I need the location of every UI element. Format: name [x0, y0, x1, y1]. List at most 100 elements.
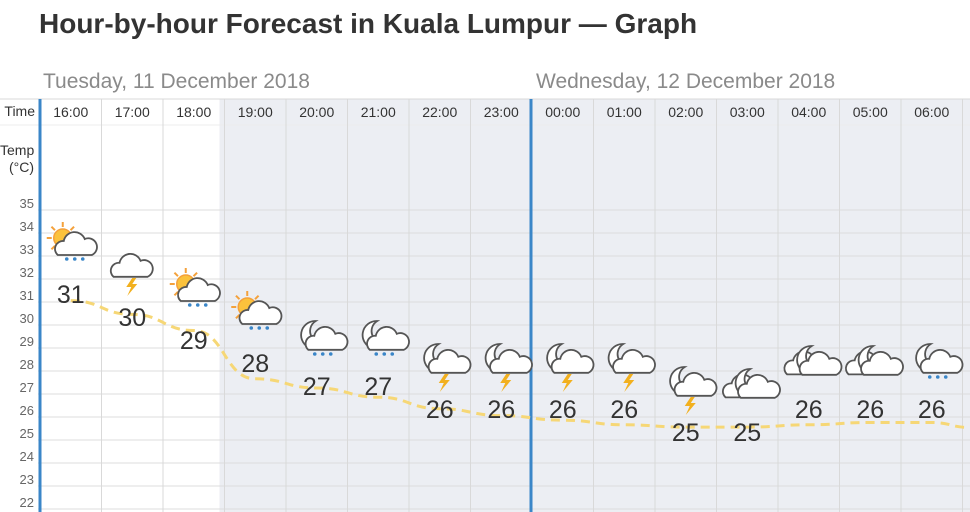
temperature-trend-line [70, 299, 970, 429]
hour-label: 03:00 [730, 104, 765, 120]
cloud-shape [238, 300, 283, 325]
weather-moon-rain-icon [915, 343, 964, 379]
weather-sun-rain-icon [46, 222, 98, 261]
hour-label: 04:00 [791, 104, 826, 120]
cloud-shape [798, 351, 843, 376]
cloud-shape [860, 351, 904, 376]
temperature-label: 26 [426, 396, 454, 424]
time-row-label: Time [4, 103, 35, 119]
y-tick-label: 25 [20, 426, 34, 441]
page-title: Hour-by-hour Forecast in Kuala Lumpur — … [39, 8, 698, 39]
y-tick-label: 35 [20, 196, 34, 211]
weather-moon-rain-icon [300, 320, 349, 356]
cloud-shape [919, 349, 964, 374]
weather-moon-thunder-icon [423, 343, 472, 392]
temperature-label: 26 [856, 396, 884, 424]
rain-drop [265, 326, 270, 330]
cloud-shape [177, 277, 221, 302]
hour-label: 16:00 [53, 104, 88, 120]
y-tick-label: 30 [20, 311, 34, 326]
night-background [219, 99, 970, 512]
temperature-label: 25 [672, 419, 700, 447]
rain-drop [927, 375, 932, 379]
rain-drop [943, 375, 948, 379]
lightning-bolt [438, 374, 450, 392]
weather-sun-rain-icon [231, 291, 283, 330]
temp-label-line2: (°C) [8, 159, 34, 175]
y-tick-label: 27 [20, 380, 34, 395]
hour-label: 06:00 [914, 104, 949, 120]
hour-label: 22:00 [422, 104, 457, 120]
rain-drop [203, 303, 208, 307]
rain-drop [257, 326, 262, 330]
rain-drop [312, 352, 317, 356]
weather-moon-cloud-icon [783, 345, 843, 376]
rain-drop [382, 352, 387, 356]
weather-moon-thunder-icon [484, 343, 533, 392]
rain-drop [195, 303, 200, 307]
weather-moon-cloud-icon [845, 345, 904, 376]
rain-drop [72, 257, 77, 261]
temperature-label: 26 [610, 396, 638, 424]
hour-label: 02:00 [668, 104, 703, 120]
y-tick-label: 28 [20, 357, 34, 372]
date-header-tuesday: Tuesday, 11 December 2018 [43, 70, 310, 93]
weather-sun-rain-icon [169, 268, 221, 307]
hour-label: 20:00 [299, 104, 334, 120]
lightning-bolt [500, 374, 512, 392]
hour-label: 17:00 [115, 104, 150, 120]
cloud-shape [737, 374, 781, 399]
sun-ray [173, 271, 179, 277]
lightning-bolt [561, 374, 573, 392]
weather-moon-thunder-icon [669, 366, 718, 415]
rain-drop [328, 352, 333, 356]
temperature-label: 29 [180, 327, 208, 355]
cloud-shape [612, 349, 656, 374]
temperature-label: 28 [241, 350, 269, 378]
temperature-label: 26 [795, 396, 823, 424]
sun-ray [50, 245, 56, 251]
rain-drop [249, 326, 254, 330]
temperature-label: 27 [303, 373, 331, 401]
cloud-shape [304, 326, 349, 351]
y-tick-label: 32 [20, 265, 34, 280]
temperature-label: 26 [487, 396, 515, 424]
rain-drop [374, 352, 379, 356]
sun-ray [235, 294, 241, 300]
sun-ray [192, 271, 198, 277]
hour-label: 05:00 [853, 104, 888, 120]
sun-ray [50, 225, 56, 231]
rain-drop [187, 303, 192, 307]
hour-label: 21:00 [361, 104, 396, 120]
temperature-label: 26 [549, 396, 577, 424]
rain-drop [80, 257, 85, 261]
weather-moon-thunder-icon [546, 343, 595, 392]
sun-ray [69, 225, 75, 231]
cloud-shape [109, 253, 154, 278]
y-tick-label: 22 [20, 495, 34, 510]
lightning-bolt [684, 397, 696, 415]
weather-moon-thunder-icon [607, 343, 656, 392]
lightning-bolt [623, 374, 635, 392]
weather-moon-rain-icon [361, 320, 410, 356]
y-tick-label: 24 [20, 449, 34, 464]
sun-ray [254, 294, 260, 300]
weather-thunder-cloud-icon [109, 253, 154, 296]
temperature-label: 30 [118, 304, 146, 332]
sun-ray [235, 314, 241, 320]
temperature-label: 27 [364, 373, 392, 401]
cloud-shape [54, 231, 98, 256]
y-tick-label: 29 [20, 334, 34, 349]
cloud-shape [427, 349, 472, 374]
temp-label-line1: Temp [0, 142, 35, 158]
y-tick-label: 33 [20, 242, 34, 257]
hour-label: 18:00 [176, 104, 211, 120]
y-tick-label: 34 [20, 219, 34, 234]
y-tick-label: 31 [20, 288, 34, 303]
date-header-wednesday: Wednesday, 12 December 2018 [536, 70, 836, 93]
hour-label: 19:00 [238, 104, 273, 120]
cloud-shape [673, 372, 718, 397]
weather-moon-cloud-icon [722, 368, 781, 399]
hour-label: 23:00 [484, 104, 519, 120]
